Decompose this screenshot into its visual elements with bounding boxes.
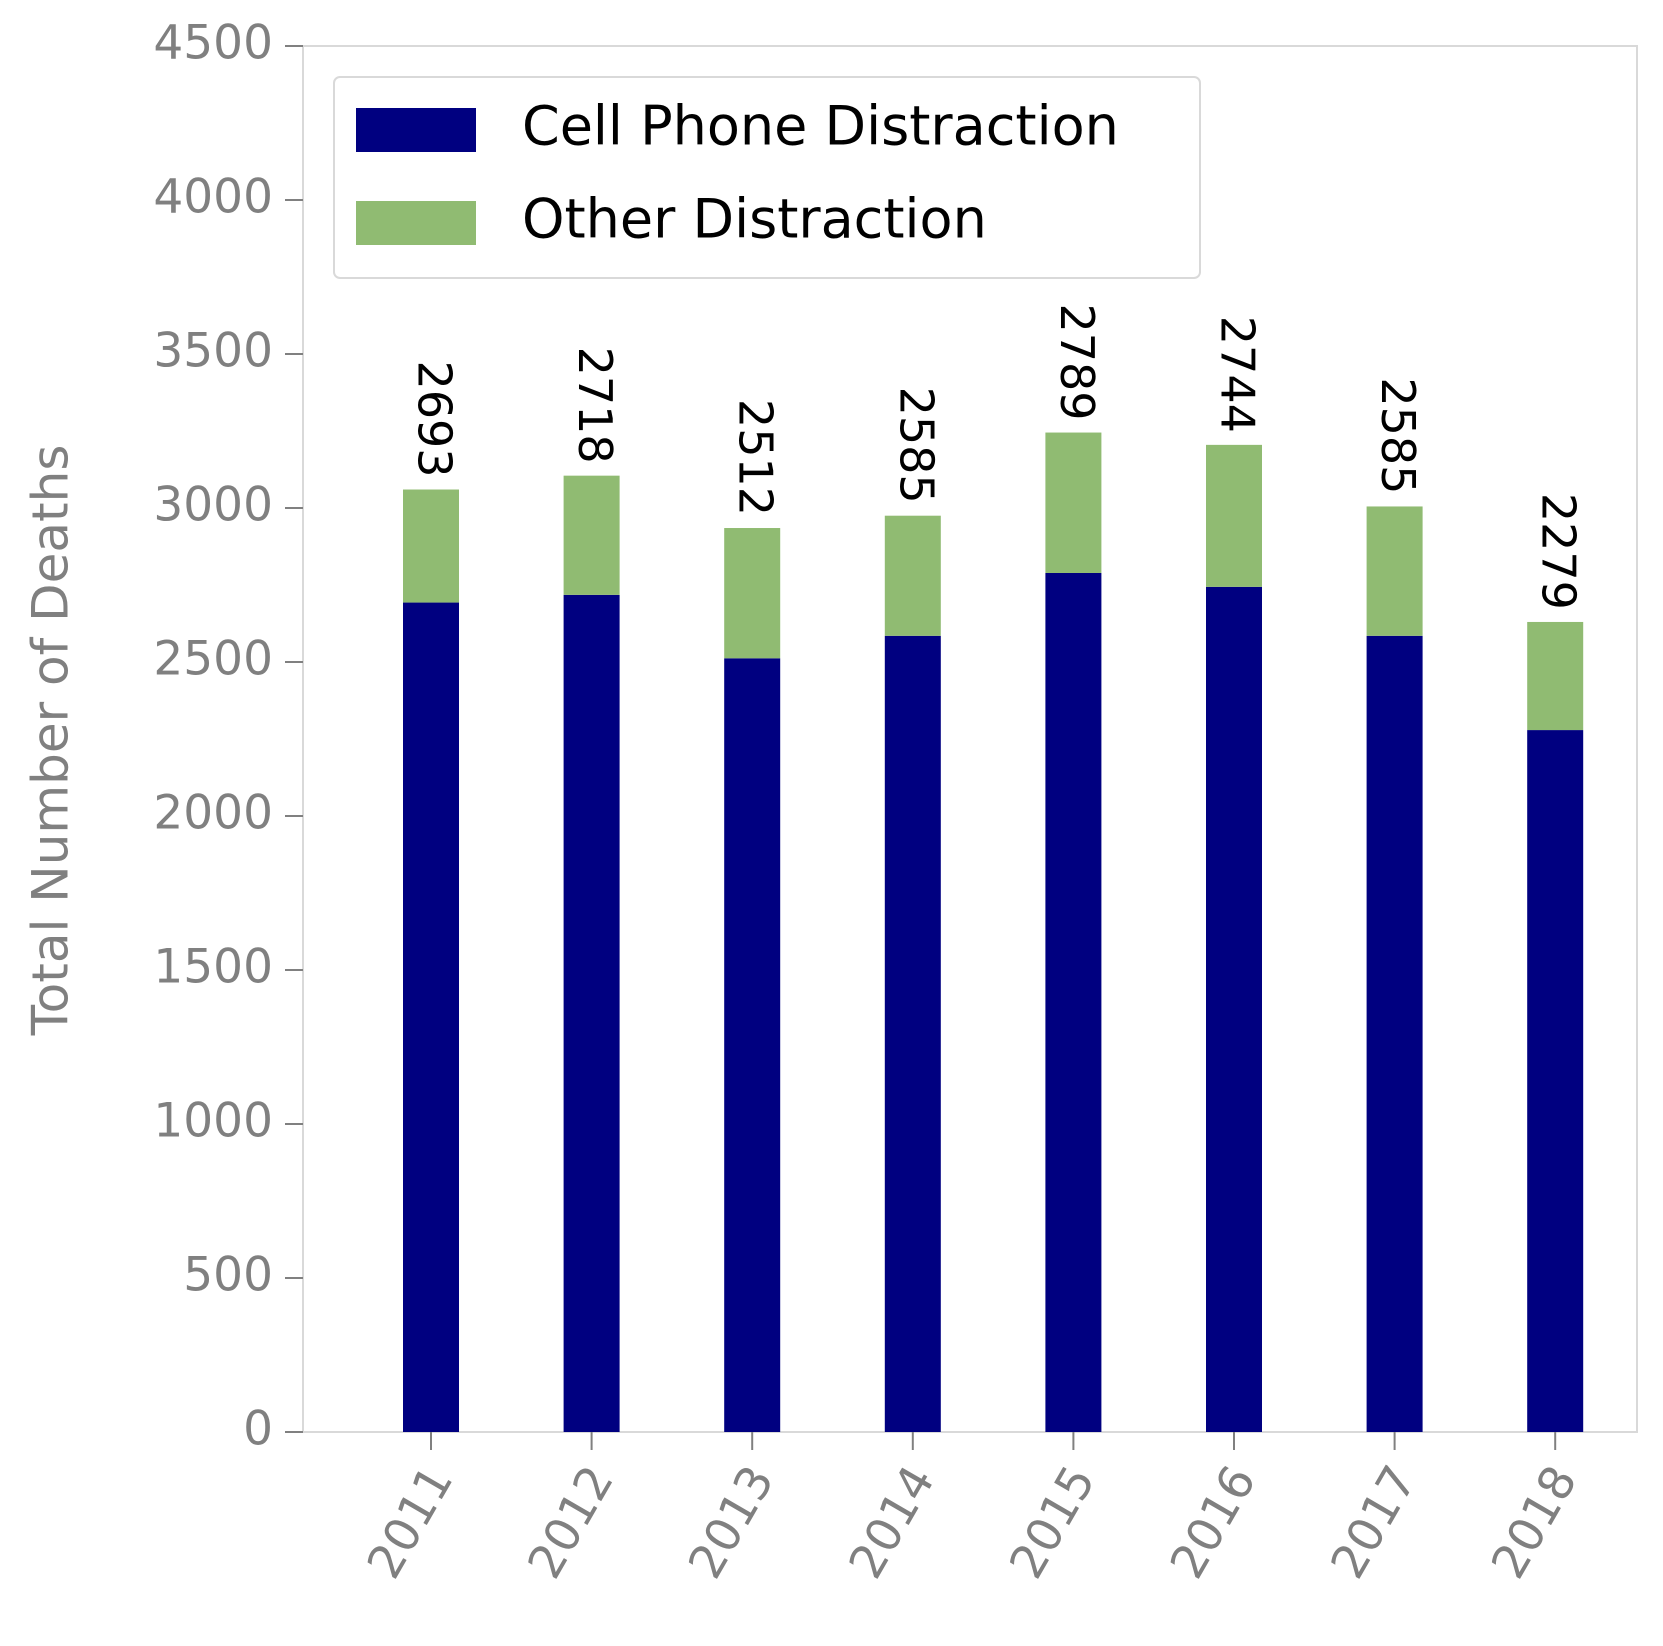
y-tick-label: 1000 — [153, 1094, 273, 1149]
bar-segment — [1527, 621, 1584, 731]
bar-segment — [1206, 444, 1262, 587]
bar-segment — [403, 602, 459, 1432]
legend-label: Cell Phone Distraction — [522, 95, 1119, 158]
bar-segment — [563, 475, 620, 595]
bar-segment — [1366, 635, 1423, 1432]
x-tick-label: 2013 — [678, 1457, 785, 1588]
x-tick-label: 2017 — [1320, 1457, 1427, 1588]
x-tick-label: 2018 — [1481, 1457, 1588, 1588]
bar-segment — [884, 515, 941, 636]
y-tick-label: 2500 — [153, 632, 273, 687]
value-label: 2585 — [1371, 377, 1425, 494]
y-axis-label: Total Number of Deaths — [22, 445, 80, 1037]
x-tick-label: 2014 — [839, 1457, 946, 1588]
value-label: 2585 — [889, 387, 943, 504]
y-tick-label: 4000 — [153, 170, 273, 225]
bar-segment — [403, 489, 459, 603]
bar-segment — [1045, 572, 1102, 1432]
value-label: 2744 — [1211, 316, 1265, 433]
bar-segment — [1366, 506, 1423, 636]
x-tick-label: 2012 — [517, 1457, 624, 1588]
value-label: 2693 — [408, 360, 462, 477]
y-tick-label: 4500 — [153, 16, 273, 71]
bar-segment — [724, 658, 781, 1432]
y-tick-label: 0 — [243, 1402, 273, 1457]
bar-segment — [884, 635, 941, 1432]
legend-label: Other Distraction — [522, 188, 987, 251]
y-tick-label: 3500 — [153, 324, 273, 379]
legend-box — [333, 76, 1201, 279]
legend-swatch — [356, 108, 476, 152]
value-label: 2718 — [568, 347, 622, 464]
bar-segment — [1527, 730, 1584, 1432]
bar-segment — [563, 594, 620, 1432]
legend-swatch — [356, 201, 476, 245]
y-tick-label: 500 — [183, 1248, 273, 1303]
value-label: 2789 — [1050, 303, 1104, 420]
plot-frame — [302, 45, 1638, 1433]
value-label: 2512 — [729, 399, 783, 516]
bar-segment — [1045, 432, 1102, 573]
x-tick-label: 2015 — [999, 1457, 1106, 1588]
y-tick-label: 2000 — [153, 786, 273, 841]
y-tick-label: 3000 — [153, 478, 273, 533]
bar-segment — [724, 528, 781, 659]
x-tick-label: 2011 — [357, 1457, 464, 1588]
bar-segment — [1206, 586, 1262, 1432]
x-tick-label: 2016 — [1160, 1457, 1267, 1588]
y-tick-label: 1500 — [153, 940, 273, 995]
value-label: 2279 — [1532, 493, 1586, 610]
